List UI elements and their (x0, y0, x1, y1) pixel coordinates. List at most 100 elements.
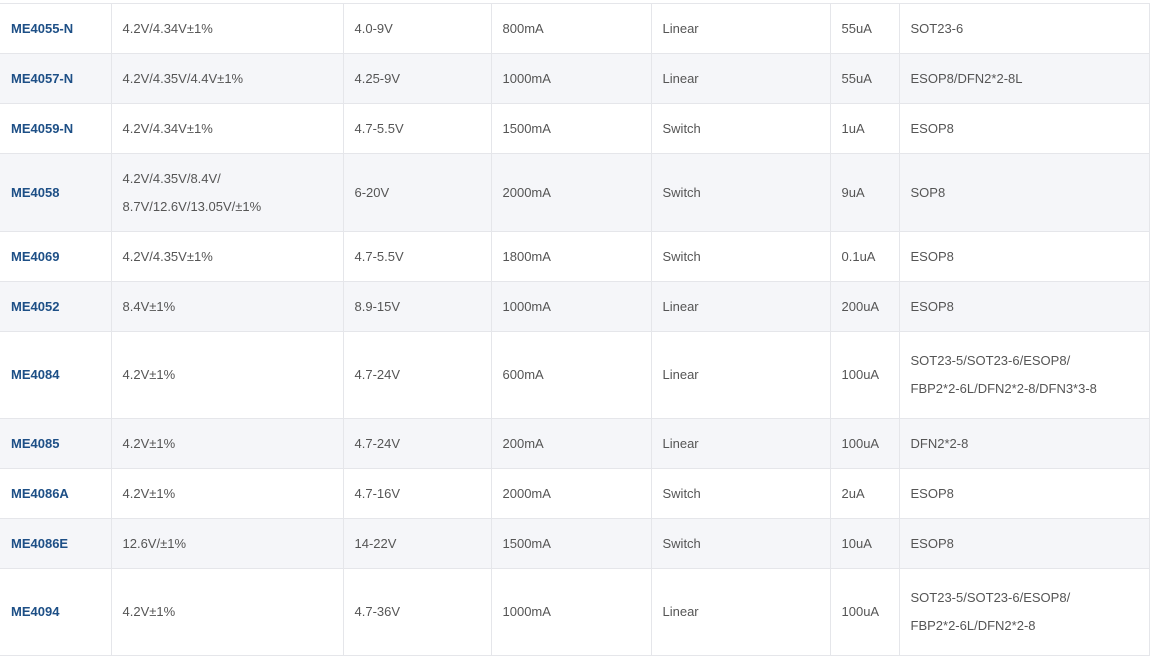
package-line: ESOP8 (910, 485, 954, 501)
package-cell: SOT23-5/SOT23-6/ESOP8/FBP2*2-6L/DFN2*2-8… (898, 331, 1150, 419)
table-row: ME4057-N 4.2V/4.35V/4.4V±1% 4.25-9V 1000mA L… (0, 53, 1150, 104)
input-voltage-cell: 4.7-24V (342, 331, 492, 419)
model-link[interactable]: ME4085 (11, 435, 60, 451)
charge-current-cell: 2000mA (490, 468, 652, 519)
package-line: SOT23-5/SOT23-6/ESOP8/ (910, 590, 1071, 605)
charge-voltage-line: 4.2V±1% (122, 604, 176, 619)
charge-current-cell: 1500mA (490, 518, 652, 569)
package-line: ESOP8 (910, 248, 954, 264)
charge-voltage-line: 4.2V±1% (122, 485, 176, 501)
quiescent-current-cell: 55uA (829, 53, 900, 104)
quiescent-current-cell: 200uA (829, 281, 900, 332)
charge-voltage-cell: 12.6V/±1% (110, 518, 344, 569)
table-row: ME4059-N 4.2V/4.34V±1% 4.7-5.5V 1500mA Switc… (0, 103, 1150, 154)
charge-voltage-cell: 4.2V±1% (110, 468, 344, 519)
charge-current-cell: 1800mA (490, 231, 652, 282)
package-line: FBP2*2-6L/DFN2*2-8/DFN3*3-8 (910, 381, 1097, 396)
package-cell: ESOP8 (898, 518, 1150, 569)
model-link[interactable]: ME4058 (11, 184, 60, 200)
quiescent-current-cell: 9uA (829, 153, 900, 232)
model-cell: ME4057-N (0, 53, 112, 104)
table-row: ME4069 4.2V/4.35V±1% 4.7-5.5V 1800mA Switch 0… (0, 231, 1150, 282)
charge-current-cell: 1000mA (490, 53, 652, 104)
model-cell: ME4069 (0, 231, 112, 282)
model-cell: ME4059-N (0, 103, 112, 154)
product-table: ME4055-N 4.2V/4.34V±1% 4.0-9V 800mA Linear 55… (0, 3, 1150, 656)
charger-type-cell: Switch (650, 103, 831, 154)
charge-current-cell: 1000mA (490, 281, 652, 332)
package-cell: ESOP8 (898, 231, 1150, 282)
package-line: ESOP8 (910, 535, 954, 551)
package-cell: SOT23-5/SOT23-6/ESOP8/FBP2*2-6L/DFN2*2-8 (898, 568, 1150, 656)
model-link[interactable]: ME4086A (11, 485, 69, 501)
input-voltage-cell: 4.7-5.5V (342, 103, 492, 154)
model-link[interactable]: ME4069 (11, 248, 60, 264)
quiescent-current-cell: 2uA (829, 468, 900, 519)
table-row: ME4094 4.2V±1% 4.7-36V 1000mA Linear 100uA SOT… (0, 568, 1150, 656)
package-line: DFN2*2-8 (910, 435, 969, 451)
quiescent-current-cell: 10uA (829, 518, 900, 569)
package-line: ESOP8/DFN2*2-8L (910, 70, 1023, 86)
charger-type-cell: Switch (650, 518, 831, 569)
charge-current-cell: 200mA (490, 418, 652, 469)
model-link[interactable]: ME4084 (11, 367, 60, 382)
charge-voltage-line: 4.2V/4.34V±1% (122, 120, 213, 136)
model-cell: ME4086E (0, 518, 112, 569)
charger-type-cell: Linear (650, 3, 831, 54)
table-row: ME4086A 4.2V±1% 4.7-16V 2000mA Switch 2uA ESOP… (0, 468, 1150, 519)
charge-current-cell: 600mA (490, 331, 652, 419)
charge-voltage-line: 4.2V±1% (122, 435, 176, 451)
quiescent-current-cell: 0.1uA (829, 231, 900, 282)
quiescent-current-cell: 1uA (829, 103, 900, 154)
charge-voltage-line: 4.2V±1% (122, 367, 176, 382)
input-voltage-cell: 4.7-36V (342, 568, 492, 656)
charge-current-cell: 800mA (490, 3, 652, 54)
charger-type-cell: Linear (650, 53, 831, 104)
package-line: SOT23-6 (910, 20, 964, 36)
package-cell: ESOP8 (898, 281, 1150, 332)
quiescent-current-cell: 55uA (829, 3, 900, 54)
table-row: ME4055-N 4.2V/4.34V±1% 4.0-9V 800mA Linear 55… (0, 3, 1150, 54)
package-line: ESOP8 (910, 298, 954, 314)
table-row: ME4052 8.4V±1% 8.9-15V 1000mA Linear 200uA ESO… (0, 281, 1150, 332)
model-link[interactable]: ME4059-N (11, 120, 74, 136)
model-link[interactable]: ME4055-N (11, 20, 74, 36)
input-voltage-cell: 8.9-15V (342, 281, 492, 332)
charger-type-cell: Switch (650, 231, 831, 282)
package-line: SOT23-5/SOT23-6/ESOP8/ (910, 353, 1071, 368)
charge-voltage-line: 4.2V/4.35V/4.4V±1% (122, 70, 244, 86)
package-line: ESOP8 (910, 120, 954, 136)
quiescent-current-cell: 100uA (829, 418, 900, 469)
model-cell: ME4086A (0, 468, 112, 519)
model-cell: ME4084 (0, 331, 112, 419)
package-cell: ESOP8/DFN2*2-8L (898, 53, 1150, 104)
charger-type-cell: Linear (650, 281, 831, 332)
charge-voltage-line: 12.6V/±1% (122, 535, 187, 551)
charge-voltage-line: 4.2V/4.34V±1% (122, 20, 213, 36)
table-row: ME4086E 12.6V/±1% 14-22V 1500mA Switch 10uA ES… (0, 518, 1150, 569)
charger-type-cell: Linear (650, 418, 831, 469)
model-link[interactable]: ME4052 (11, 298, 60, 314)
package-cell: ESOP8 (898, 468, 1150, 519)
charger-type-cell: Switch (650, 153, 831, 232)
model-cell: ME4085 (0, 418, 112, 469)
charge-voltage-cell: 4.2V/4.34V±1% (110, 103, 344, 154)
package-line: SOP8 (910, 184, 946, 200)
model-cell: ME4094 (0, 568, 112, 656)
charge-current-cell: 1500mA (490, 103, 652, 154)
package-cell: ESOP8 (898, 103, 1150, 154)
input-voltage-cell: 4.25-9V (342, 53, 492, 104)
charger-type-cell: Switch (650, 468, 831, 519)
quiescent-current-cell: 100uA (829, 331, 900, 419)
model-link[interactable]: ME4086E (11, 535, 69, 551)
model-cell: ME4058 (0, 153, 112, 232)
charge-voltage-line: 4.2V/4.35V/8.4V/ (122, 170, 221, 186)
model-cell: ME4052 (0, 281, 112, 332)
charge-voltage-cell: 4.2V±1% (110, 568, 344, 656)
charger-type-cell: Linear (650, 568, 831, 656)
charge-voltage-line: 8.7V/12.6V/13.05V/±1% (122, 198, 262, 214)
model-link[interactable]: ME4057-N (11, 70, 74, 86)
charge-current-cell: 2000mA (490, 153, 652, 232)
model-link[interactable]: ME4094 (11, 604, 60, 619)
charge-voltage-cell: 4.2V±1% (110, 418, 344, 469)
